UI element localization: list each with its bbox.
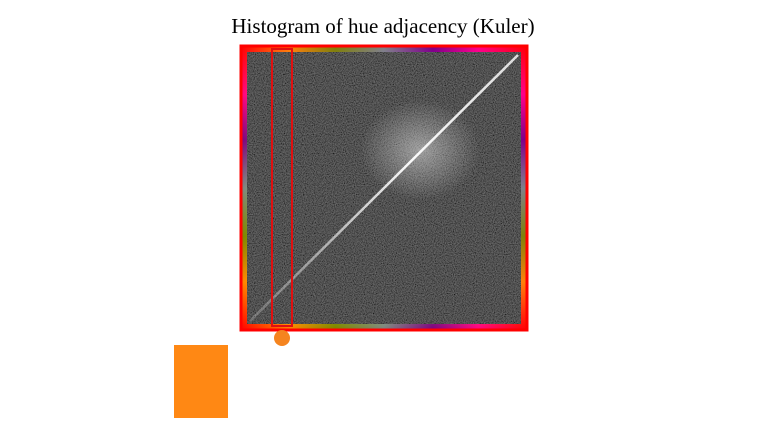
- color-swatch: [174, 345, 228, 418]
- title: Histogram of hue adjacency (Kuler): [231, 14, 534, 38]
- heatmap-glow: [360, 100, 480, 200]
- column-marker: [274, 330, 290, 346]
- highlight-frame: [239, 44, 529, 332]
- column-highlight: [271, 48, 293, 327]
- heatmap-diagonal: [249, 54, 519, 322]
- hue-adjacency-histogram: [239, 44, 529, 332]
